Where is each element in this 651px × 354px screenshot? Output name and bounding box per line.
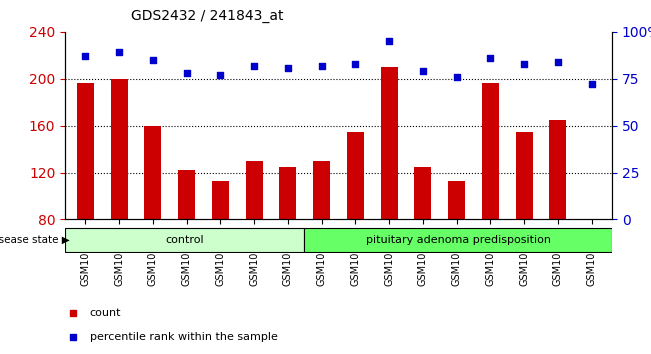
Text: percentile rank within the sample: percentile rank within the sample [90, 332, 277, 342]
Text: control: control [165, 235, 204, 245]
Bar [482, 84, 499, 219]
Bar [65, 228, 304, 252]
Text: GDS2432 / 241843_at: GDS2432 / 241843_at [131, 9, 283, 23]
Bar [178, 170, 195, 219]
Point [148, 57, 158, 63]
Point [350, 61, 361, 67]
Point [384, 38, 395, 44]
Bar [279, 167, 296, 219]
Bar [415, 167, 432, 219]
Bar [449, 181, 465, 219]
Bar [381, 67, 398, 219]
Bar [245, 161, 262, 219]
Point [553, 59, 563, 65]
Point [418, 68, 428, 74]
Bar [304, 228, 612, 252]
Point [182, 70, 192, 76]
Bar [145, 126, 161, 219]
Point [215, 72, 226, 78]
Point [519, 61, 529, 67]
Bar [549, 120, 566, 219]
Bar [347, 132, 364, 219]
Point [485, 55, 495, 61]
Bar [77, 84, 94, 219]
Text: disease state ▶: disease state ▶ [0, 235, 70, 245]
Bar [516, 132, 533, 219]
Point [316, 63, 327, 68]
Point [587, 81, 597, 87]
Bar [313, 161, 330, 219]
Bar [212, 181, 229, 219]
Point [114, 50, 124, 55]
Point [283, 65, 293, 70]
Bar [111, 79, 128, 219]
Point [80, 53, 90, 59]
Point [249, 63, 259, 68]
Point [451, 74, 462, 80]
Text: count: count [90, 308, 121, 318]
Text: pituitary adenoma predisposition: pituitary adenoma predisposition [366, 235, 551, 245]
